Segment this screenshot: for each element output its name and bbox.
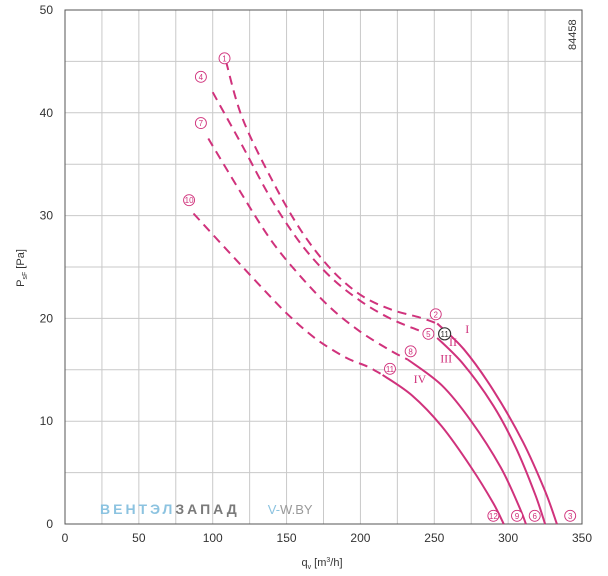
watermark-part2: ЗАПАД (175, 501, 239, 517)
y-axis-label-main: P (15, 280, 27, 287)
curve-marker (183, 194, 196, 207)
y-tick-label: 0 (46, 517, 53, 531)
curve-solid (407, 358, 527, 525)
curve-marker-label: 10 (185, 196, 194, 205)
y-tick-label: 30 (40, 209, 54, 223)
curve-solid (382, 374, 505, 525)
curve-dashed (225, 61, 438, 325)
curve-marker (218, 52, 231, 65)
watermark-part1: ВЕНТЭЛ (100, 501, 175, 517)
plot-frame (64, 9, 583, 525)
curve-marker (429, 308, 442, 321)
x-tick-label: 150 (277, 531, 297, 545)
watermark: ВЕНТЭЛЗАПАД V-W.BY (100, 501, 313, 517)
y-tick-label: 10 (40, 414, 54, 428)
y-axis-label-sub: sF (22, 272, 29, 280)
curve-marker-label: 5 (426, 330, 431, 339)
x-tick-label: 50 (132, 531, 146, 545)
x-tick-label: 200 (350, 531, 370, 545)
x-tick-label: 250 (424, 531, 444, 545)
x-tick-label: 300 (498, 531, 518, 545)
curve-solid (436, 322, 558, 525)
tick-labels: 0 50 100 150 200 250 300 350 0 10 20 30 40 50 (40, 3, 593, 545)
y-axis-label-unit: [Pa] (15, 249, 27, 272)
curve-roman-label: IV (414, 372, 427, 386)
x-axis-label-unit: [m (311, 557, 326, 569)
x-axis-label-unit-end: /h] (330, 557, 342, 569)
curve-marker-label: 4 (199, 73, 204, 82)
curve-roman-label: I (465, 322, 469, 336)
x-tick-label: 0 (62, 531, 69, 545)
curve-dashed (192, 212, 384, 376)
curve-marker-label: 7 (199, 119, 204, 128)
curves (192, 61, 558, 525)
curve-marker-label: 9 (515, 512, 520, 521)
curve-marker (194, 117, 207, 130)
curve-roman-label: III (440, 352, 452, 366)
x-axis-label: qv [m3/h] (301, 557, 342, 571)
curve-dashed (211, 91, 438, 339)
grid (64, 9, 583, 525)
watermark-part4: W.BY (280, 502, 313, 517)
curve-dashed (207, 137, 409, 361)
curve-marker-label: 6 (533, 512, 538, 521)
curve-marker (422, 327, 435, 340)
curve-roman-label: II (449, 335, 457, 349)
watermark-part3: V- (268, 502, 280, 517)
curve-marker-label: 1 (222, 54, 227, 63)
curve-marker (564, 509, 577, 522)
curve-marker (194, 70, 207, 83)
curve-marker (438, 327, 452, 341)
curve-marker-label: 3 (568, 512, 573, 521)
x-tick-label: 100 (203, 531, 223, 545)
x-axis-label-sub: v (308, 564, 312, 571)
curve-marker-label: 8 (408, 347, 413, 356)
y-tick-label: 40 (40, 106, 54, 120)
y-axis-label: PsF [Pa] (15, 249, 29, 287)
curve-marker (384, 362, 396, 375)
curve-marker-label: 11 (386, 365, 395, 374)
curve-marker (404, 345, 417, 358)
curve-marker (511, 509, 523, 522)
curve-solid (436, 337, 547, 525)
curve-marker-label: 12 (489, 512, 498, 521)
x-axis-label-unit-sup: 3 (326, 557, 330, 564)
curve-marker (487, 509, 500, 522)
x-tick-label: 350 (572, 531, 592, 545)
curve-marker (528, 509, 541, 522)
y-tick-label: 50 (40, 3, 54, 17)
chart-code: 84458 (567, 19, 579, 50)
y-tick-label: 20 (40, 311, 54, 325)
x-axis-label-main: q (301, 557, 307, 569)
curve-marker-label: 2 (434, 310, 439, 319)
curve-marker-label: 11 (440, 330, 449, 339)
